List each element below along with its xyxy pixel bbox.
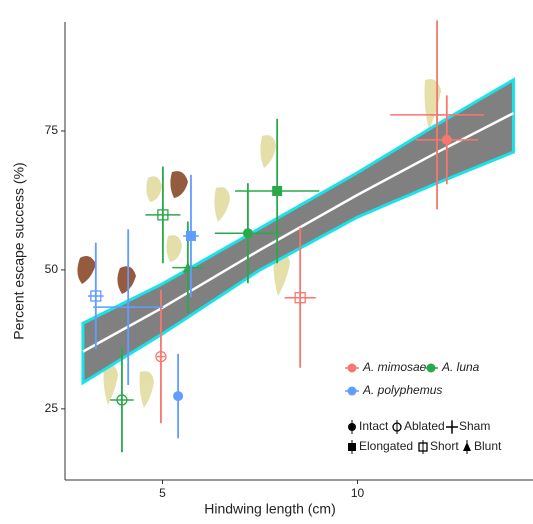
- moth-icon: [146, 176, 162, 202]
- moth-icon: [103, 364, 118, 405]
- legend-label: Blunt: [474, 439, 502, 453]
- fit-line: [82, 112, 515, 353]
- y-tick-label: 25: [45, 401, 59, 415]
- point: [418, 442, 428, 452]
- legend-swatch: [347, 386, 357, 396]
- legend-label: Intact: [359, 419, 389, 433]
- moth-icon: [77, 256, 96, 284]
- point: [348, 423, 356, 431]
- point: [463, 442, 471, 451]
- moth-icon: [170, 171, 188, 198]
- x-axis-label: Hindwing length (cm): [204, 501, 336, 517]
- point: [392, 422, 402, 432]
- moth-icon: [166, 235, 182, 262]
- legend-label: Sham: [459, 419, 490, 433]
- point: [116, 394, 128, 406]
- moth-icon: [117, 266, 136, 294]
- y-tick-label: 50: [45, 262, 59, 276]
- point: [294, 292, 306, 304]
- point: [90, 290, 102, 302]
- legend-label: Elongated: [359, 439, 413, 453]
- point: [155, 350, 167, 363]
- legend-swatch: [426, 363, 436, 373]
- legend-label: A. polyphemus: [362, 383, 442, 397]
- point: [242, 228, 253, 239]
- point: [441, 134, 452, 145]
- point: [272, 185, 283, 196]
- point: [185, 230, 196, 241]
- legend-label: Ablated: [404, 419, 445, 433]
- x-tick-label: 10: [351, 486, 365, 500]
- moth-icon: [139, 371, 154, 408]
- point: [430, 107, 445, 122]
- y-tick-label: 75: [45, 123, 59, 137]
- point: [348, 443, 356, 451]
- y-axis-label: Percent escape success (%): [11, 162, 27, 339]
- point: [446, 421, 458, 433]
- confidence-band: [81, 77, 515, 386]
- legend-label: Short: [430, 439, 459, 453]
- moth-icon: [214, 187, 230, 222]
- legend-swatch: [347, 363, 357, 373]
- legend-label: A. mimosae: [362, 360, 427, 374]
- moth-icon: [260, 135, 276, 168]
- point: [173, 391, 184, 402]
- point: [121, 300, 136, 315]
- point: [157, 209, 169, 221]
- legend-label: A. luna: [441, 360, 480, 374]
- x-tick-label: 5: [159, 486, 166, 500]
